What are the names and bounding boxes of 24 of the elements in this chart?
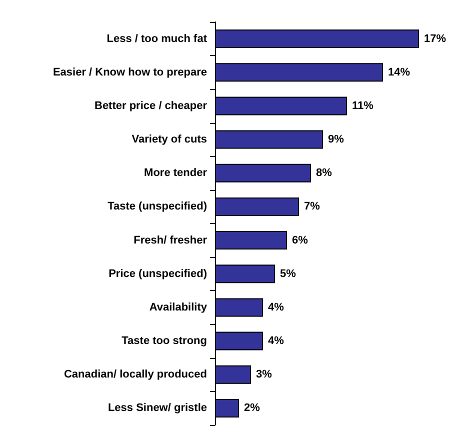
y-tick-label: Less / too much fat (106, 32, 208, 45)
y-tick-label: Taste (unspecified) (108, 200, 208, 213)
data-label: 8% (316, 167, 332, 180)
y-tick-label: Variety of cuts (132, 134, 207, 146)
data-label: 2% (244, 402, 260, 414)
data-label: 6% (292, 234, 308, 246)
y-tick-label: Fresh/ fresher (134, 234, 208, 246)
y-tick-label: More tender (144, 167, 208, 180)
data-label: 4% (268, 301, 284, 314)
data-label: 5% (280, 268, 296, 280)
y-tick-label: Canadian/ locally produced (64, 368, 207, 381)
data-label: 3% (256, 368, 272, 381)
y-tick-label: Better price / cheaper (94, 100, 208, 112)
data-label: 7% (304, 200, 320, 213)
data-label: 17% (424, 32, 446, 45)
y-tick-label: Availability (149, 301, 208, 314)
data-label: 11% (352, 100, 374, 112)
data-label: 9% (328, 134, 344, 146)
y-tick-label: Taste too strong (122, 335, 207, 348)
y-tick-label: Easier / Know how to prepare (52, 66, 207, 78)
data-label: 14% (388, 66, 410, 78)
y-tick-label: Price (unspecified) (108, 268, 208, 280)
data-label: 4% (268, 335, 284, 348)
y-tick-label: Less Sinew/ gristle (108, 402, 207, 414)
